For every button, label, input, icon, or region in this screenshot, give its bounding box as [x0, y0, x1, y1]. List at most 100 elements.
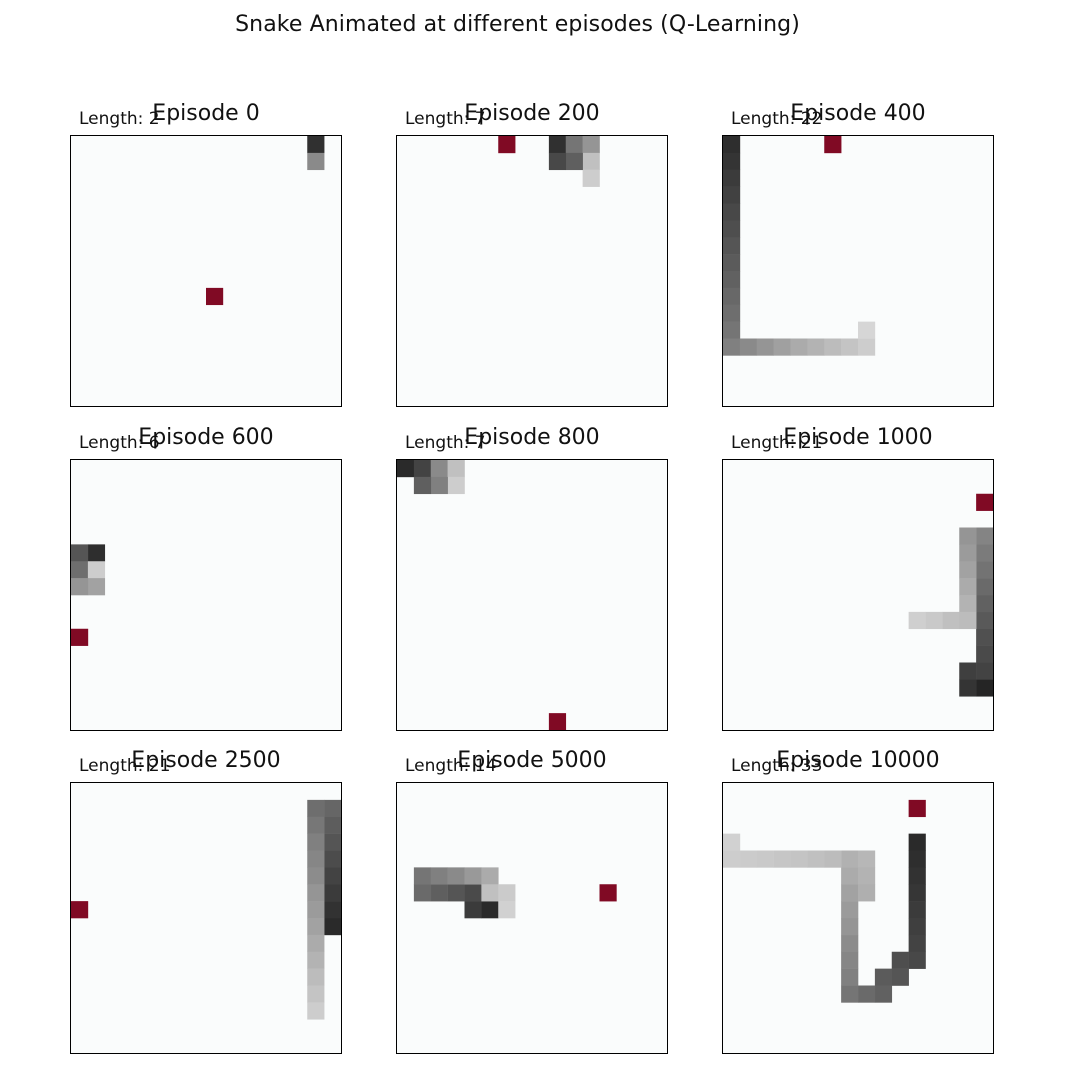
- snake-cell: [307, 968, 325, 986]
- snake-cell: [976, 561, 993, 579]
- snake-cell: [841, 901, 859, 919]
- snake-cell: [87, 544, 106, 562]
- snake-cell: [976, 662, 993, 680]
- snake-cell: [723, 321, 741, 339]
- snake-cell: [841, 884, 859, 902]
- food-cell: [908, 799, 926, 818]
- panel-title: Episode 5000: [457, 748, 607, 773]
- snake-cell: [723, 186, 741, 204]
- snake-cell: [430, 884, 448, 902]
- board-grid: [723, 783, 993, 1053]
- game-board: [396, 459, 668, 731]
- food-cell: [599, 884, 617, 902]
- snake-cell: [430, 867, 448, 885]
- snake-cell: [891, 951, 909, 969]
- snake-cell: [413, 476, 432, 495]
- snake-cell: [841, 968, 859, 986]
- snake-cell: [723, 833, 741, 851]
- snake-cell: [548, 136, 567, 154]
- snake-cell: [824, 850, 842, 868]
- board-grid: [71, 460, 341, 730]
- snake-cell: [548, 152, 567, 171]
- game-board: [722, 459, 994, 731]
- snake-cell: [976, 611, 993, 630]
- snake-cell: [942, 611, 960, 630]
- snake-cell: [723, 254, 741, 272]
- snake-cell: [858, 867, 876, 885]
- snake-cell: [841, 850, 859, 868]
- snake-cell: [307, 867, 325, 885]
- board-background: [71, 460, 341, 730]
- snake-cell: [908, 918, 926, 936]
- game-board: [396, 135, 668, 407]
- figure-title: Snake Animated at different episodes (Q-…: [235, 12, 800, 37]
- game-board: [722, 135, 994, 407]
- board-background: [397, 783, 667, 1053]
- snake-cell: [324, 833, 341, 851]
- snake-cell: [959, 611, 977, 630]
- snake-cell: [723, 152, 741, 171]
- snake-cell: [790, 338, 808, 356]
- length-label: Length: 14: [405, 756, 497, 776]
- length-label: Length: 7: [405, 109, 486, 129]
- snake-cell: [874, 968, 893, 986]
- snake-cell: [565, 136, 583, 154]
- snake-cell: [447, 460, 465, 478]
- snake-cell: [324, 816, 341, 834]
- length-label: Length: 33: [731, 756, 823, 776]
- snake-cell: [324, 850, 341, 868]
- panel-title: Episode 800: [464, 425, 600, 450]
- panel-title: Episode 1000: [783, 425, 933, 450]
- snake-cell: [841, 338, 859, 356]
- snake-cell: [959, 544, 977, 562]
- snake-cell: [498, 884, 516, 902]
- food-cell: [498, 136, 516, 154]
- snake-cell: [307, 918, 325, 936]
- snake-cell: [481, 867, 499, 885]
- snake-cell: [908, 884, 926, 902]
- snake-cell: [874, 985, 893, 1003]
- snake-cell: [307, 901, 325, 919]
- snake-cell: [773, 338, 791, 356]
- snake-cell: [307, 850, 325, 868]
- snake-cell: [976, 578, 993, 596]
- snake-cell: [790, 850, 808, 868]
- snake-cell: [324, 867, 341, 885]
- snake-cell: [413, 867, 432, 885]
- snake-cell: [959, 561, 977, 579]
- snake-cell: [498, 901, 516, 919]
- snake-cell: [908, 611, 926, 630]
- snake-cell: [464, 884, 482, 902]
- snake-cell: [464, 867, 482, 885]
- snake-cell: [891, 968, 909, 986]
- game-board: [70, 135, 342, 407]
- game-board: [70, 782, 342, 1054]
- length-label: Length: 22: [731, 109, 823, 129]
- snake-cell: [824, 338, 842, 356]
- snake-cell: [723, 304, 741, 322]
- panel-title: Episode 200: [464, 101, 600, 126]
- snake-cell: [807, 850, 825, 868]
- snake-cell: [413, 460, 432, 478]
- snake-cell: [723, 169, 741, 187]
- snake-cell: [324, 884, 341, 902]
- snake-cell: [71, 561, 89, 579]
- snake-cell: [307, 833, 325, 851]
- snake-cell: [756, 338, 774, 356]
- panel-title: Episode 2500: [131, 748, 281, 773]
- snake-cell: [307, 985, 325, 1003]
- game-board: [70, 459, 342, 731]
- snake-cell: [723, 338, 741, 356]
- snake-cell: [565, 152, 583, 171]
- panel-title: Episode 0: [152, 101, 260, 126]
- length-label: Length: 21: [731, 433, 823, 453]
- board-grid: [71, 783, 341, 1053]
- snake-cell: [908, 951, 926, 969]
- board-background: [397, 460, 667, 730]
- board-background: [723, 460, 993, 730]
- snake-cell: [908, 850, 926, 868]
- snake-cell: [976, 628, 993, 646]
- panel-title: Episode 600: [138, 425, 274, 450]
- snake-cell: [307, 934, 325, 953]
- snake-cell: [307, 816, 325, 834]
